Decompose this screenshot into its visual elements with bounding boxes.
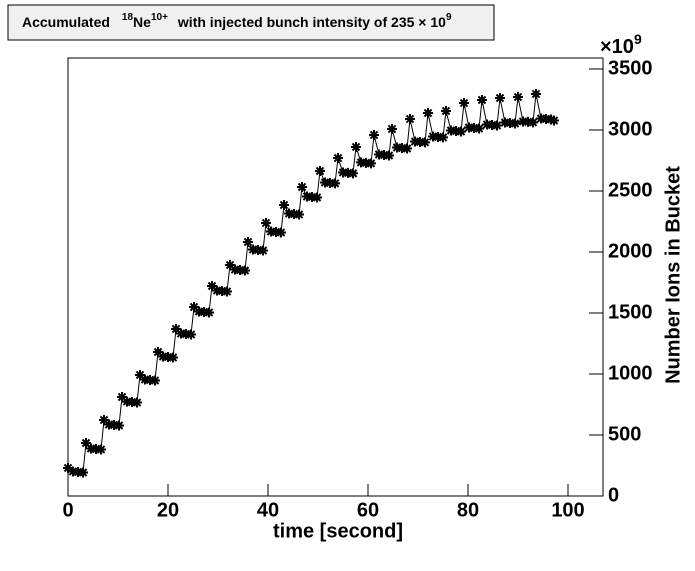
marker [528,117,538,128]
title-part: with injected bunch intensity of 235 × 1… [177,14,446,30]
marker [402,143,412,154]
y-tick-label: 0 [608,484,619,506]
marker [513,92,523,103]
title-sup: 9 [446,12,452,23]
x-tick-label: 100 [551,499,584,521]
y-multiplier: ×109 [600,31,642,59]
frame [67,57,604,497]
marker [240,265,250,276]
marker [294,209,304,220]
marker [474,123,484,134]
marker [531,88,541,99]
title-part: Accumulated [22,14,110,30]
marker [153,347,163,358]
marker [438,132,448,143]
title-box [7,4,495,41]
y-axis-label: Number Ions in Bucket [662,166,684,384]
multiplier-power: 9 [634,31,642,47]
x-tick-label: 80 [457,499,479,521]
marker [189,302,199,313]
marker [222,286,232,297]
marker [168,352,178,363]
marker [459,98,469,109]
marker [225,260,235,271]
marker [204,307,214,318]
x-tick-label: 0 [62,499,73,521]
title-sup: 18 [122,12,134,23]
marker [81,438,91,449]
y-tick-label: 2000 [608,240,653,262]
marker [477,94,487,105]
marker [369,129,379,140]
marker [279,200,289,211]
y-tick-label: 2500 [608,179,653,201]
y-tick-label: 3500 [608,57,653,79]
marker [186,329,196,340]
marker [315,165,325,176]
marker [114,420,124,431]
x-axis-label: time [second] [273,520,403,542]
marker [207,281,217,292]
marker [261,217,271,228]
x-tick-label: 60 [357,499,379,521]
marker [495,93,505,104]
marker [99,414,109,425]
marker [96,444,106,455]
marker [384,150,394,161]
y-tick-label: 3000 [608,118,653,140]
marker [243,236,253,247]
chart-title: Accumulated 18Ne10+ with injected bunch in… [22,12,452,30]
series-line [67,93,555,473]
marker [78,467,88,478]
marker [510,118,520,129]
y-tick-label: 1500 [608,301,653,323]
marker [333,153,343,164]
marker [492,120,502,131]
marker [423,108,433,119]
marker [549,115,559,126]
marker [441,105,451,116]
marker [150,375,160,386]
marker [276,227,286,238]
title-sup: 10+ [151,12,168,23]
y-tick-label: 1000 [608,362,653,384]
title-part: Ne [133,14,151,30]
marker [348,168,358,179]
marker [171,323,181,334]
marker [351,141,361,152]
marker [366,158,376,169]
x-tick-label: 20 [157,499,179,521]
marker [258,245,268,256]
marker [117,392,127,403]
multiplier-base: ×10 [600,36,634,58]
marker [456,126,466,137]
marker [312,192,322,203]
marker [405,114,415,125]
marker [63,462,73,473]
marker [420,137,430,148]
marker [330,178,340,189]
y-tick-label: 500 [608,423,641,445]
marker [297,181,307,192]
x-tick-label: 40 [257,499,279,521]
marker [132,397,142,408]
marker [387,124,397,135]
marker [135,369,145,380]
